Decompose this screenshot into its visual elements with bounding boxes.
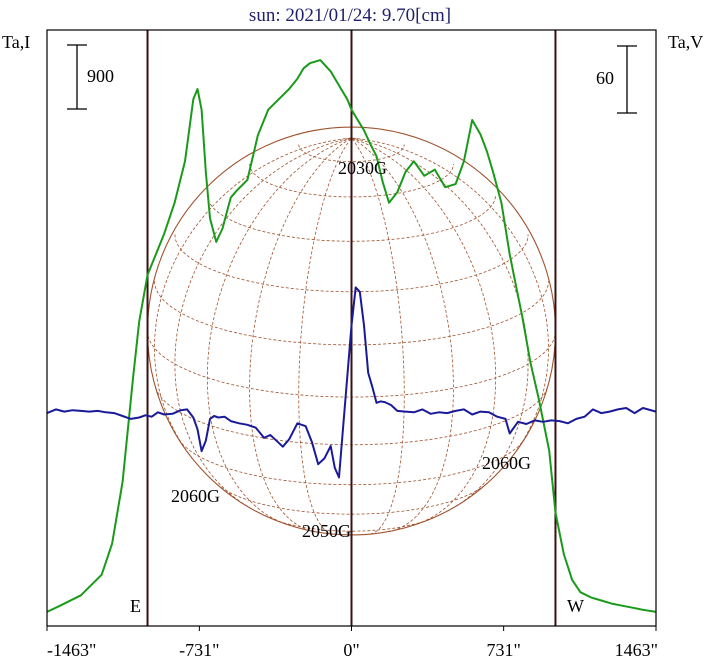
- annotation-2060g-west: 2060G: [482, 453, 531, 473]
- disk-longitude-line: [351, 137, 454, 533]
- x-tick-label: 1463": [615, 640, 658, 660]
- x-tick-label: 0": [343, 640, 359, 660]
- disk-latitude-line: [216, 483, 487, 515]
- right-axis-label: Ta,V: [668, 32, 703, 52]
- disk-latitude-line: [298, 144, 405, 163]
- disk-longitude-line: [351, 137, 549, 459]
- left-scale-value: 900: [87, 66, 114, 86]
- disk-longitude-line: [351, 137, 529, 507]
- x-tick-label: -1463": [47, 640, 96, 660]
- disk-longitude-line: [174, 137, 352, 507]
- chart-title: sun: 2021/01/24: 9.70[cm]: [249, 5, 451, 26]
- annotation-2060g-east: 2060G: [171, 486, 220, 506]
- x-tick-label: -731": [179, 640, 219, 660]
- annotation-2050g: 2050G: [302, 521, 351, 541]
- disk-longitude-line: [351, 137, 405, 535]
- limb-label-west: W: [567, 596, 584, 616]
- disk-longitude-line: [154, 137, 352, 459]
- limb-label-east: E: [130, 596, 141, 616]
- left-axis-label: Ta,I: [2, 32, 30, 52]
- series-group: [46, 59, 657, 613]
- x-tick-label: 731": [486, 640, 520, 660]
- disk-longitude-line: [249, 137, 352, 533]
- right-scale-value: 60: [596, 68, 614, 88]
- disk-longitude-line: [298, 137, 352, 535]
- right-scale-bar: 60: [596, 45, 637, 114]
- disk-latitude-line: [178, 439, 525, 486]
- x-tick-labels: -1463" -731" 0" 731" 1463": [46, 626, 658, 660]
- annotation-2030g: 2030G: [338, 158, 387, 178]
- series-line-polarization: [46, 286, 657, 479]
- series-line-intensity: [46, 59, 657, 613]
- left-scale-bar: 900: [67, 44, 114, 110]
